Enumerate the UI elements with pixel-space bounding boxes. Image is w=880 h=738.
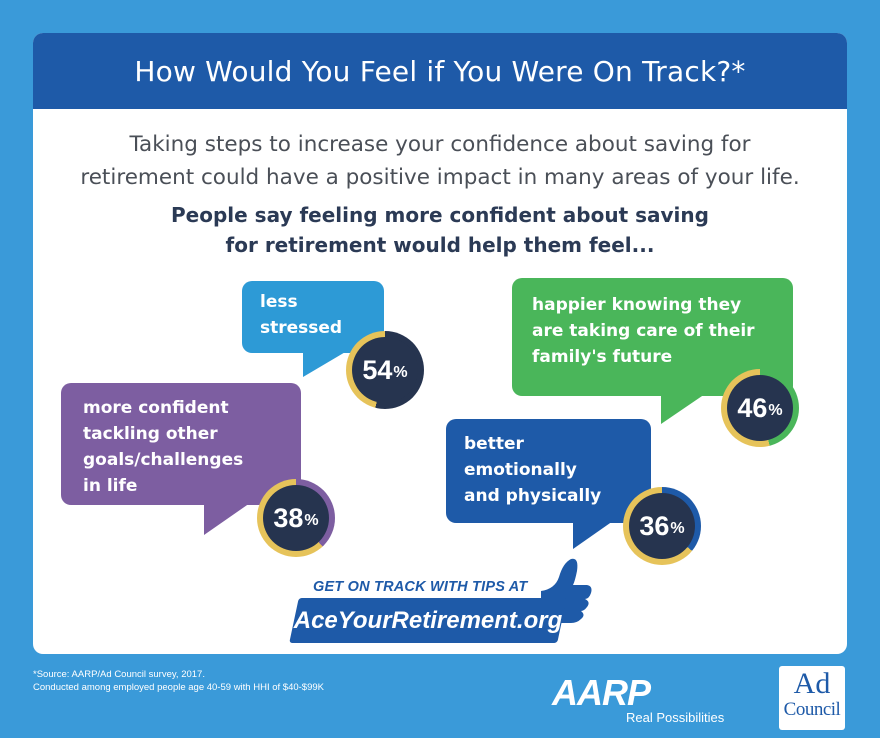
- intro-line-1: Taking steps to increase your confidence…: [129, 132, 751, 157]
- bubble-line: more confident: [83, 398, 229, 418]
- header-banner: How Would You Feel if You Were On Track?…: [33, 33, 847, 109]
- percent-value: 54: [362, 354, 393, 385]
- lead-text: People say feeling more confident about …: [33, 200, 847, 260]
- bubble-line: emotionally: [464, 460, 577, 480]
- percent-ring-36: 36%: [623, 487, 701, 565]
- bubble-line: better: [464, 434, 524, 454]
- lead-line-2: for retirement would help them feel...: [225, 233, 655, 257]
- percent-sign: %: [393, 364, 408, 381]
- intro-line-2: retirement could have a positive impact …: [80, 165, 800, 190]
- aarp-tagline: Real Possibilities: [626, 710, 725, 725]
- percent-ring-54: 54%: [346, 331, 424, 409]
- ad-council-logo-bottom: Council: [783, 699, 841, 720]
- footnote: *Source: AARP/Ad Council survey, 2017. C…: [33, 668, 324, 694]
- bubble-tail: [661, 394, 705, 424]
- infographic-card: How Would You Feel if You Were On Track?…: [33, 33, 847, 654]
- cta-heading: GET ON TRACK WITH TIPS AT: [313, 579, 528, 595]
- cta-url-link[interactable]: AceYourRetirement.org: [293, 606, 563, 634]
- bubble-line: and physically: [464, 486, 602, 506]
- ad-council-logo-top: Ad: [793, 667, 831, 700]
- bubble-line: goals/challenges: [83, 450, 244, 470]
- percent-ring-38: 38%: [257, 479, 335, 557]
- lead-line-1: People say feeling more confident about …: [171, 203, 709, 227]
- percent-sign: %: [304, 512, 319, 529]
- bubble-line: in life: [83, 476, 138, 496]
- percent-sign: %: [768, 402, 783, 419]
- bubble-line: tackling other: [83, 424, 218, 444]
- bubble-tail: [303, 351, 347, 377]
- bubble-line: family's future: [532, 347, 673, 367]
- percent-ring-46: 46%: [721, 369, 799, 447]
- bubble-line: stressed: [260, 318, 343, 338]
- bubble-tail: [573, 521, 613, 549]
- bubble-line: are taking care of their: [532, 321, 755, 341]
- percent-value: 38: [273, 502, 304, 533]
- bubble-less-stressed: less stressed: [242, 281, 384, 353]
- bubble-line: happier knowing they: [532, 295, 742, 315]
- percent-value: 46: [737, 392, 768, 423]
- page-title: How Would You Feel if You Were On Track?…: [134, 54, 746, 88]
- ad-council-logo: Ad Council: [779, 666, 845, 730]
- bubble-line: less: [260, 292, 298, 312]
- footnote-method: Conducted among employed people age 40-5…: [33, 682, 324, 693]
- bubble-tail: [204, 503, 250, 535]
- intro-text: Taking steps to increase your confidence…: [33, 128, 847, 194]
- footnote-source: *Source: AARP/Ad Council survey, 2017.: [33, 669, 205, 680]
- bubble-happier: happier knowing they are taking care of …: [512, 278, 793, 396]
- aarp-logo: AARP: [552, 672, 651, 713]
- percent-value: 36: [639, 510, 670, 541]
- bubble-more-confident: more confident tackling other goals/chal…: [61, 383, 301, 505]
- bubble-better-emotionally: better emotionally and physically: [446, 419, 651, 523]
- percent-sign: %: [670, 520, 685, 537]
